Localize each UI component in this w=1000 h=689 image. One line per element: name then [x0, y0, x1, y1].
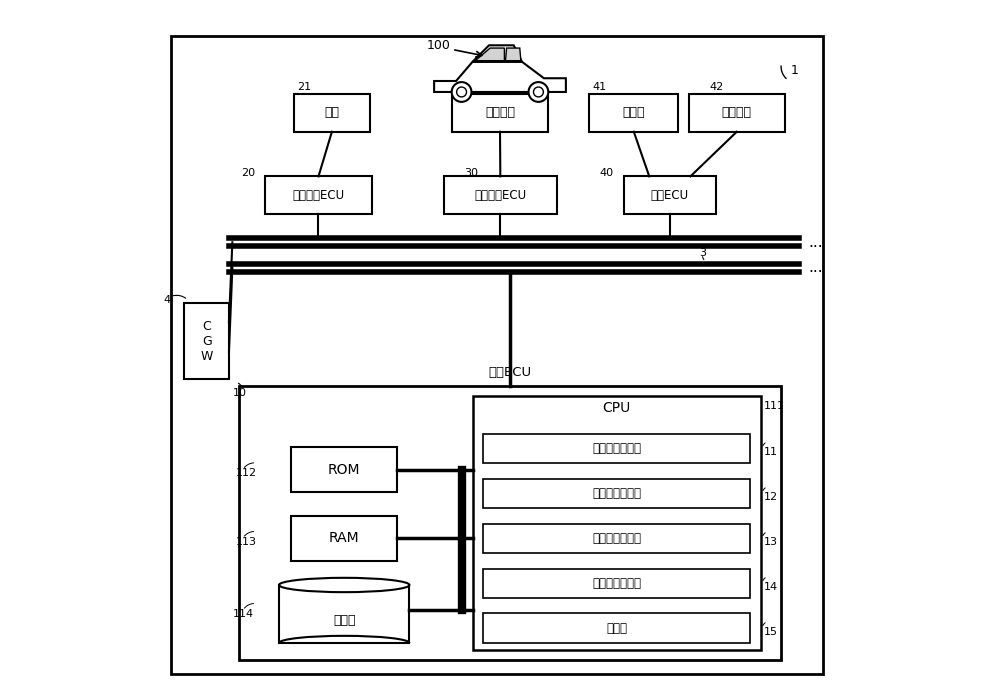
Polygon shape	[434, 62, 566, 92]
Text: 11: 11	[764, 447, 778, 457]
Polygon shape	[473, 45, 522, 62]
FancyBboxPatch shape	[291, 447, 397, 492]
FancyBboxPatch shape	[689, 94, 785, 132]
Text: 警告ECU: 警告ECU	[489, 366, 532, 379]
Text: 3: 3	[699, 248, 706, 258]
Text: 乘员监视ECU: 乘员监视ECU	[292, 189, 345, 202]
FancyBboxPatch shape	[239, 386, 781, 660]
Text: 运动信息获取部: 运动信息获取部	[592, 487, 641, 500]
Text: 100: 100	[426, 39, 450, 52]
Text: ...: ...	[808, 260, 823, 275]
Text: 12: 12	[764, 492, 778, 502]
Ellipse shape	[279, 578, 409, 592]
Text: 31: 31	[469, 82, 483, 92]
Text: 20: 20	[241, 168, 255, 178]
Text: 相机: 相机	[324, 106, 339, 119]
Text: 112: 112	[236, 468, 257, 478]
Text: 扬声器: 扬声器	[623, 106, 645, 119]
FancyBboxPatch shape	[483, 433, 750, 463]
FancyBboxPatch shape	[279, 585, 409, 643]
FancyBboxPatch shape	[291, 516, 397, 561]
FancyBboxPatch shape	[483, 524, 750, 553]
Text: 15: 15	[764, 627, 778, 637]
FancyBboxPatch shape	[171, 36, 823, 674]
Polygon shape	[505, 48, 521, 61]
Text: 111: 111	[764, 401, 785, 411]
Text: 42: 42	[709, 82, 724, 92]
Text: 报告ECU: 报告ECU	[651, 189, 689, 202]
FancyBboxPatch shape	[265, 176, 372, 214]
Circle shape	[529, 82, 548, 102]
Text: 1: 1	[791, 63, 799, 76]
Text: 警告等级判定部: 警告等级判定部	[592, 577, 641, 590]
FancyBboxPatch shape	[483, 613, 750, 643]
Text: 警告部: 警告部	[606, 621, 627, 635]
Text: 14: 14	[764, 582, 778, 592]
Text: 视线信息获取部: 视线信息获取部	[592, 442, 641, 455]
Text: 114: 114	[232, 609, 253, 619]
Circle shape	[533, 87, 543, 97]
Text: CPU: CPU	[603, 401, 631, 415]
Text: ...: ...	[808, 235, 823, 249]
Text: 41: 41	[593, 82, 607, 92]
Polygon shape	[475, 48, 504, 61]
Text: C
G
W: C G W	[200, 320, 213, 362]
Text: 车内相机ECU: 车内相机ECU	[474, 189, 526, 202]
Circle shape	[457, 87, 467, 97]
FancyBboxPatch shape	[184, 303, 229, 379]
FancyBboxPatch shape	[589, 94, 678, 132]
FancyBboxPatch shape	[294, 94, 370, 132]
FancyBboxPatch shape	[624, 176, 716, 214]
FancyBboxPatch shape	[483, 568, 750, 598]
Text: 存储部: 存储部	[333, 614, 355, 627]
Text: 113: 113	[236, 537, 257, 547]
Text: ROM: ROM	[328, 463, 360, 477]
Text: 10: 10	[232, 387, 246, 398]
Text: RAM: RAM	[329, 531, 359, 546]
Circle shape	[452, 82, 471, 102]
Text: 21: 21	[298, 82, 312, 92]
FancyBboxPatch shape	[452, 94, 548, 132]
Text: 车内相机: 车内相机	[485, 106, 515, 119]
Text: 13: 13	[764, 537, 778, 547]
Text: 画面信息获取部: 画面信息获取部	[592, 532, 641, 545]
FancyBboxPatch shape	[483, 479, 750, 508]
FancyBboxPatch shape	[473, 396, 761, 650]
Text: 4: 4	[164, 295, 171, 305]
FancyBboxPatch shape	[444, 176, 557, 214]
Text: 40: 40	[600, 168, 614, 178]
Text: 30: 30	[464, 168, 478, 178]
Text: 显示装置: 显示装置	[722, 106, 752, 119]
